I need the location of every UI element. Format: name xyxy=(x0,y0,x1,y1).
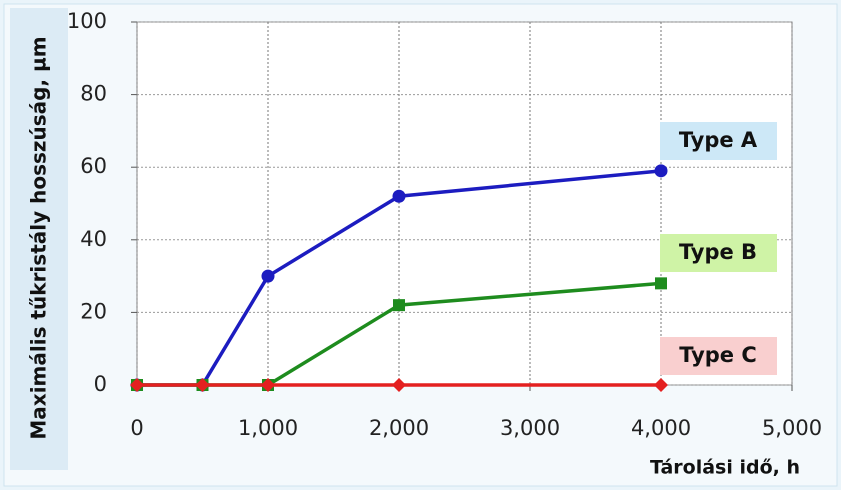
marker xyxy=(393,299,405,312)
x-axis-title: Tárolási idő, h xyxy=(650,457,800,479)
marker xyxy=(261,378,275,392)
marker xyxy=(654,164,668,178)
marker xyxy=(654,378,668,392)
y-tick-label: 0 xyxy=(94,372,107,396)
x-tick-label: 1,000 xyxy=(238,416,298,440)
marker xyxy=(392,378,406,392)
x-tick-label: 5,000 xyxy=(762,416,822,440)
marker xyxy=(392,189,406,203)
marker xyxy=(195,378,210,392)
y-tick-label: 100 xyxy=(67,9,107,33)
y-tick-label: 60 xyxy=(80,154,107,178)
y-tick-label: 20 xyxy=(80,299,107,323)
legend-box xyxy=(660,337,777,375)
marker xyxy=(261,269,275,283)
marker xyxy=(655,277,667,290)
plot-area xyxy=(136,21,793,386)
x-tick-label: 2,000 xyxy=(369,416,429,440)
y-label-panel xyxy=(10,8,68,470)
legend-label: Type A xyxy=(679,128,758,152)
legend-label: Type C xyxy=(679,343,757,367)
y-tick-label: 40 xyxy=(80,227,107,251)
y-tick-label: 80 xyxy=(80,82,107,106)
legend-box xyxy=(660,122,777,160)
marker xyxy=(130,378,144,392)
y-axis-title: Maximális tűkristály hosszúság, µm xyxy=(27,36,51,439)
legend-box xyxy=(660,234,777,272)
legend-label: Type B xyxy=(679,240,757,264)
x-tick-label: 0 xyxy=(130,416,143,440)
x-tick-label: 3,000 xyxy=(500,416,560,440)
x-tick-label: 4,000 xyxy=(631,416,691,440)
